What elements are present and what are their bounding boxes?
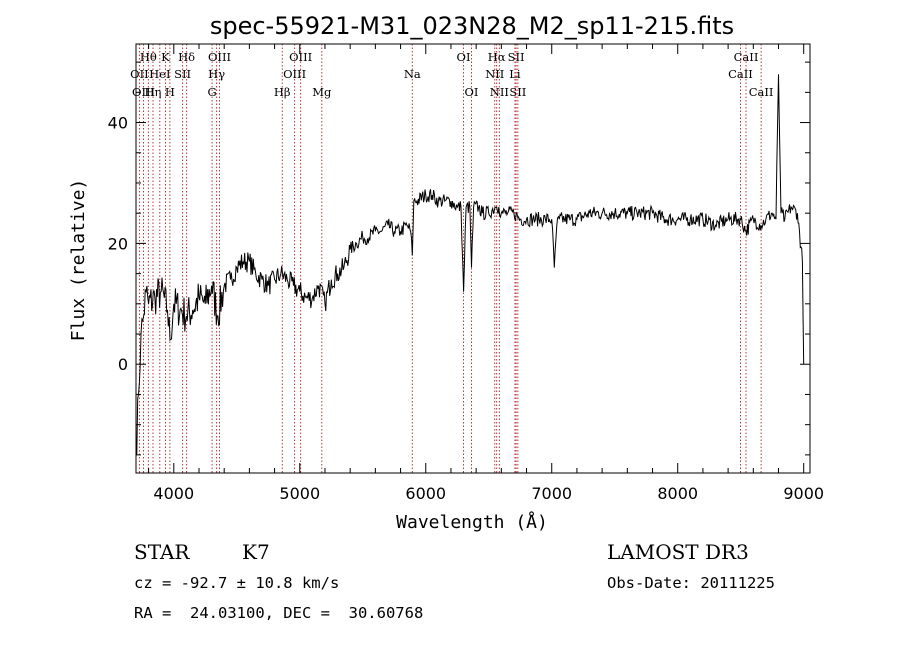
line-label-10: Hγ [208,67,225,81]
line-label-22: SII [508,50,525,64]
line-label-9: OIII [208,50,231,64]
x-tick-label-3: 7000 [531,484,572,503]
line-label-25: CaII [734,50,759,64]
x-tick-label-4: 8000 [657,484,698,503]
object-subclass: K7 [242,540,270,564]
line-label-1: OII [130,67,149,81]
line-label-23: Li [509,67,521,81]
line-label-19: Hα [488,50,506,64]
observation-date: Obs-Date: 20111225 [607,574,775,592]
axis-tick-labels: 4000 5000 6000 7000 8000 9000 0 20 40 [108,114,824,503]
redshift-cz: cz = -92.7 ± 10.8 km/s [134,574,340,592]
y-tick-label-2: 40 [108,114,128,133]
line-label-6: SII [174,67,191,81]
line-label-12: Hβ [274,85,291,99]
x-tick-label-0: 4000 [153,484,194,503]
line-label-20: NII [485,67,504,81]
line-label-26: CaII [728,67,753,81]
emission-line-markers [138,44,762,473]
spectrum-trace [135,74,805,456]
y-tick-label-1: 20 [108,234,128,253]
line-label-15: Mg [312,85,332,99]
y-axis-label: Flux (relative) [68,179,89,342]
line-label-0: Hθ [140,50,157,64]
x-tick-label-1: 5000 [279,484,320,503]
line-label-3: K [161,50,170,64]
y-tick-label-0: 0 [118,355,128,374]
chart-title: spec-55921-M31_023N28_M2_sp11-215.fits [210,12,734,40]
line-label-13: OIII [289,50,312,64]
line-label-17: OI [457,50,471,64]
x-tick-label-5: 9000 [783,484,824,503]
emission-line-labels: Hθ OII OIII K HeI Hη SII H Hδ OIII Hγ G Hβ OIII OIII Mg… [130,50,773,99]
x-tick-label-2: 6000 [405,484,446,503]
line-label-16: Na [404,67,421,81]
line-label-27: CaII [749,85,774,99]
line-label-4: HeI [149,67,170,81]
line-label-21: NII [490,85,509,99]
line-label-8: Hδ [178,50,195,64]
line-label-5: Hη [145,85,162,99]
line-label-2: OIII [132,85,155,99]
line-label-7: H [165,85,175,99]
sky-coordinates: RA = 24.03100, DEC = 30.60768 [134,604,424,622]
line-label-14: OIII [283,67,306,81]
x-axis-label: Wavelength (Å) [396,511,548,533]
line-label-24: SII [509,85,526,99]
line-label-11: G [207,85,216,99]
line-label-18: OI [464,85,478,99]
object-class: STAR [134,540,190,564]
survey-name: LAMOST DR3 [607,540,749,564]
plot-frame [135,43,811,474]
axis-ticks [136,44,810,473]
